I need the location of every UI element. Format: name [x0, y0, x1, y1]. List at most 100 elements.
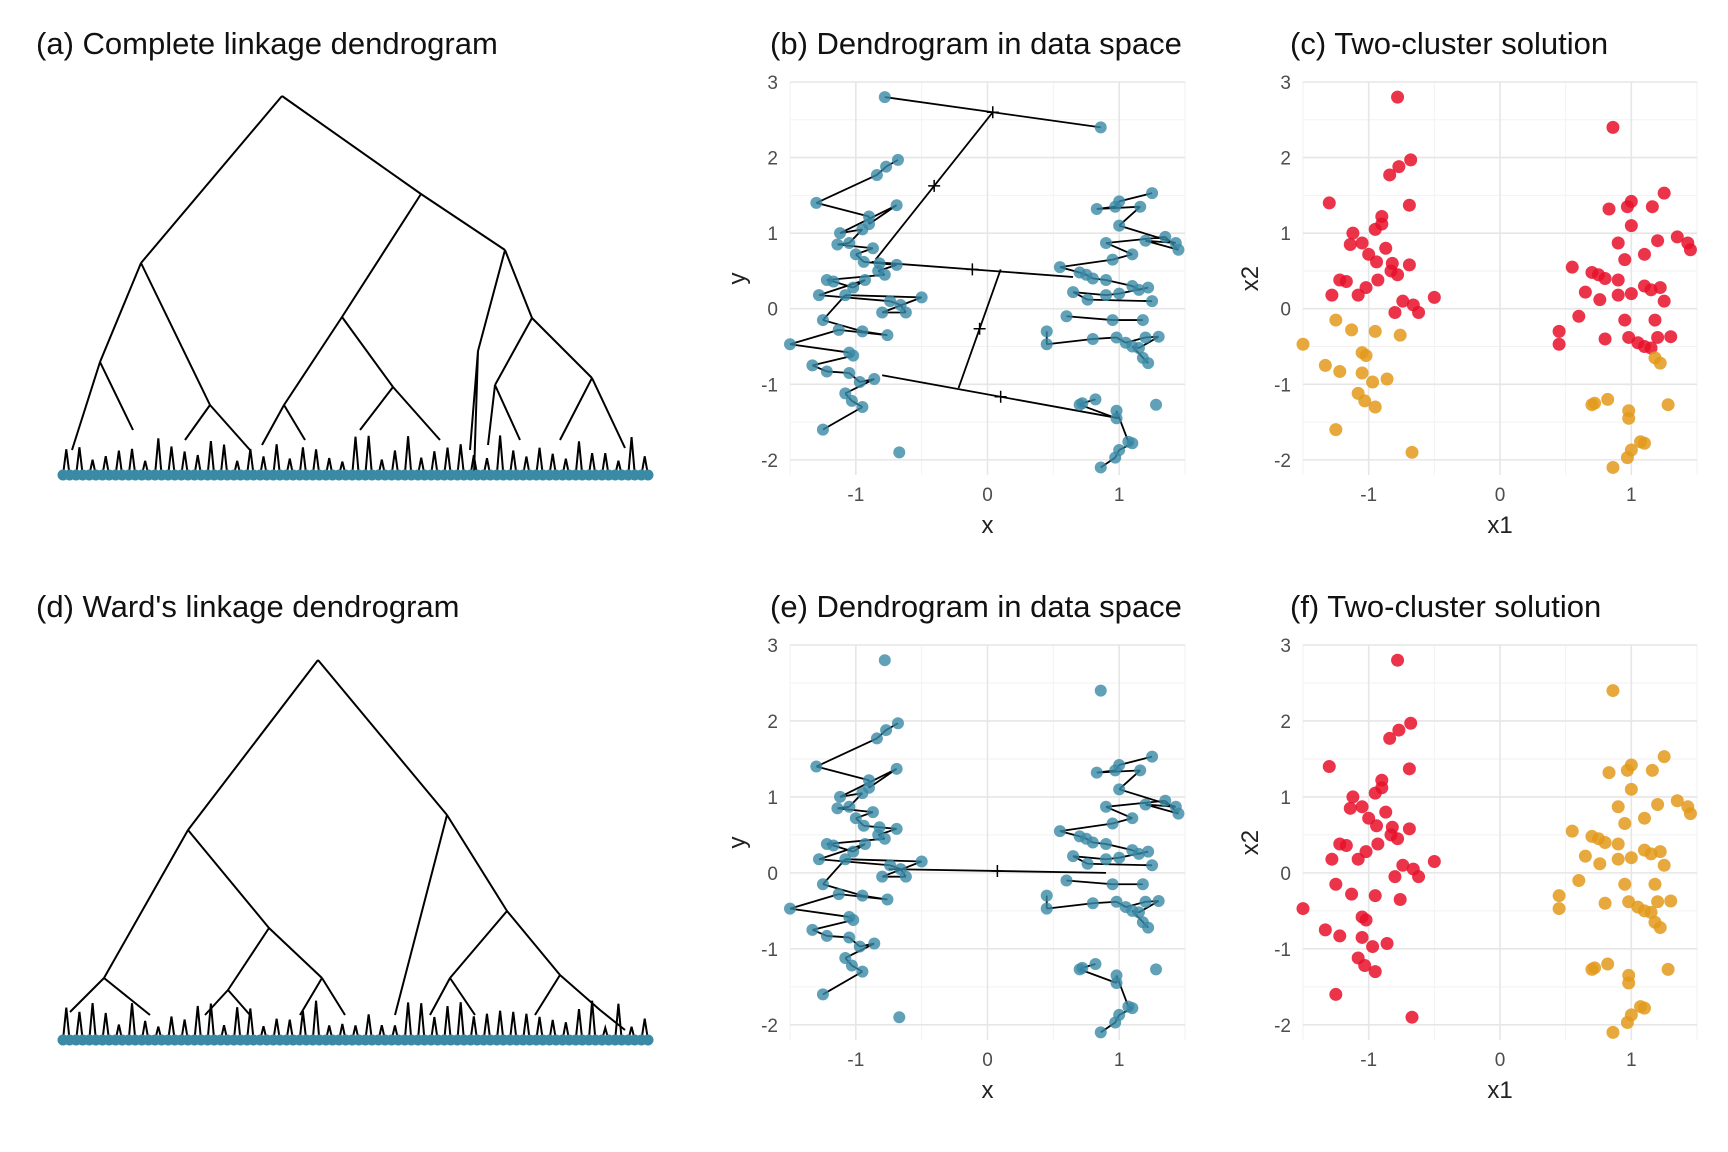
cluster-point [1355, 236, 1369, 250]
data-point [832, 323, 845, 336]
data-point [1150, 398, 1163, 411]
leaf-point [642, 469, 654, 481]
data-point [891, 717, 904, 730]
cluster-point [1664, 894, 1678, 908]
data-point [1100, 853, 1112, 866]
dendrogram-branches [69, 659, 626, 1031]
data-point [880, 724, 893, 737]
x-tick-label: 1 [1114, 485, 1125, 506]
data-point [857, 255, 870, 268]
x-tick-label: -1 [1360, 1050, 1377, 1071]
data-point [1113, 783, 1126, 796]
cluster-point [1329, 313, 1343, 327]
cluster-point [1405, 1010, 1419, 1024]
cluster-point [1359, 913, 1373, 927]
y-tick-label: 0 [1280, 864, 1291, 885]
cluster-point [1333, 364, 1347, 378]
data-point [1100, 838, 1112, 851]
cluster-point [1379, 805, 1393, 819]
cluster-point [1598, 836, 1612, 849]
cluster-point [1383, 168, 1397, 182]
data-point [1106, 314, 1119, 327]
cluster-point [1351, 852, 1365, 866]
cluster-point [1593, 857, 1607, 871]
cluster-point [1396, 294, 1410, 308]
y-tick-label: 3 [767, 636, 778, 657]
data-point [1136, 916, 1149, 929]
data-point [1086, 836, 1099, 849]
cluster-point [1325, 288, 1339, 302]
cluster-point [1379, 241, 1393, 255]
cluster-point [1622, 968, 1636, 982]
cluster-point [1351, 288, 1365, 302]
data-point [1142, 845, 1155, 858]
cluster-point [1391, 268, 1405, 282]
data-point [810, 196, 823, 209]
cluster-point [1359, 349, 1373, 363]
data-point [1040, 889, 1053, 902]
cluster-point [1388, 870, 1402, 884]
data-point [1113, 287, 1126, 300]
cluster-point [1606, 120, 1620, 134]
data-point [890, 258, 903, 271]
cluster-point [1670, 230, 1684, 244]
data-point [816, 988, 829, 1001]
cluster-point [1368, 324, 1382, 338]
panel-f-plot: -1 0 1 -2 -1 0 1 2 3 x1 x2 [1237, 636, 1698, 1104]
data-point [1126, 437, 1139, 450]
data-point [1132, 847, 1145, 860]
cluster-point [1322, 760, 1336, 774]
data-point [832, 888, 845, 901]
cluster-point [1392, 723, 1406, 737]
cluster-point [1355, 366, 1369, 380]
cluster-point [1606, 460, 1620, 474]
cluster-point [1648, 915, 1662, 929]
data-point [866, 242, 879, 255]
data-point [1172, 807, 1185, 820]
panel-d-dendrogram [57, 659, 654, 1046]
merge-marker [994, 390, 1007, 403]
data-point [1086, 897, 1099, 910]
y-tick-label: 2 [1280, 149, 1291, 170]
data-point [806, 359, 819, 372]
cluster-point [1368, 786, 1382, 800]
cluster-point [1606, 684, 1620, 698]
cluster-point [1405, 445, 1419, 459]
cluster-point [1657, 186, 1671, 200]
cluster-point [1296, 902, 1310, 916]
data-point [1172, 243, 1185, 256]
data-point [899, 870, 912, 883]
cluster-point [1380, 937, 1394, 951]
data-point [1152, 330, 1165, 343]
x-axis-title: x1 [1487, 1077, 1512, 1104]
cluster-point [1329, 423, 1343, 437]
data-point [1081, 857, 1094, 870]
panel-f-title: (f) Two-cluster solution [1290, 589, 1601, 624]
data-point [1150, 963, 1163, 976]
data-point [831, 802, 844, 815]
data-point [884, 859, 897, 872]
cluster-point [1624, 287, 1638, 301]
y-axis-title: y [724, 273, 751, 285]
x-axis-title: x1 [1487, 512, 1512, 539]
cluster-point [1620, 200, 1634, 214]
data-point [847, 281, 860, 294]
x-tick-label: -1 [847, 485, 864, 506]
data-point [1139, 798, 1152, 811]
cluster-point [1392, 160, 1406, 174]
cluster-point [1664, 330, 1678, 344]
data-point [1136, 878, 1149, 891]
data-point [893, 446, 906, 459]
merge-marker [966, 263, 979, 276]
merge-marker [986, 106, 999, 119]
cluster-point [1402, 822, 1416, 836]
data-point [1134, 200, 1147, 213]
y-axis-title: x2 [1237, 266, 1264, 291]
y-tick-label: 3 [767, 73, 778, 94]
data-point [1090, 766, 1103, 779]
cluster-point [1624, 782, 1638, 796]
panel-a-title: (a) Complete linkage dendrogram [36, 26, 498, 61]
data-point [1136, 314, 1149, 327]
data-point [878, 91, 891, 104]
